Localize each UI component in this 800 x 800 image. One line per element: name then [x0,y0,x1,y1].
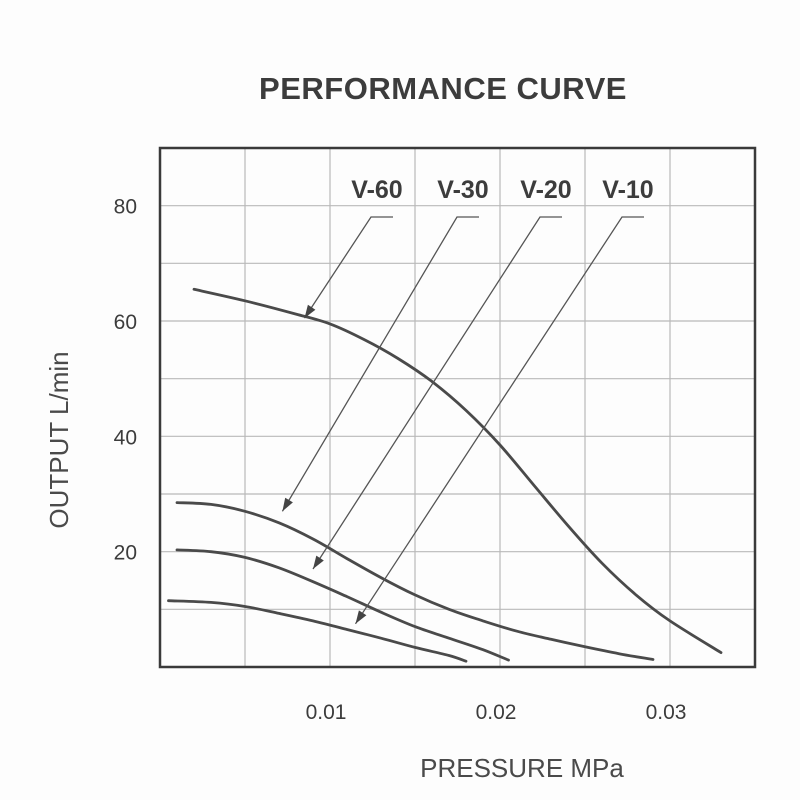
leader-line-v-60 [303,216,393,319]
y-tick-label: 80 [114,196,137,219]
series-labels: V-60 V-30 V-20 V-10 [351,176,653,204]
y-tick-labels: 20 40 60 80 [114,196,137,565]
y-tick-label: 20 [114,542,137,565]
leader-lines [281,216,644,625]
leader-line-v-20 [312,216,562,570]
curve-v-30 [175,501,655,661]
arrowhead-v-60 [304,304,316,319]
x-tick-labels: 0.01 0.02 0.03 [306,701,687,724]
y-axis-label: OUTPUT L/min [44,351,74,528]
curves [167,287,723,663]
arrowhead-v-20 [313,555,324,569]
curve-v-10 [167,599,468,663]
y-tick-label: 40 [114,426,137,449]
arrowhead-v-10 [355,610,367,624]
plot-frame [158,146,757,669]
leader-line-v-30 [281,216,479,512]
grid [160,148,755,667]
x-tick-label: 0.03 [646,701,687,724]
x-tick-label: 0.01 [306,701,347,724]
arrowhead-v-30 [282,497,293,512]
chart-title: PERFORMANCE CURVE [259,71,627,106]
series-label-v-10: V-10 [602,176,653,204]
curve-v-60 [192,287,723,654]
x-axis-label: PRESSURE MPa [420,753,624,783]
curve-v-20 [175,548,510,662]
y-tick-label: 60 [114,311,137,334]
series-label-v-20: V-20 [520,176,571,204]
series-label-v-60: V-60 [351,176,402,204]
series-label-v-30: V-30 [437,176,488,204]
leader-line-v-10 [354,216,644,625]
x-tick-label: 0.02 [476,701,517,724]
